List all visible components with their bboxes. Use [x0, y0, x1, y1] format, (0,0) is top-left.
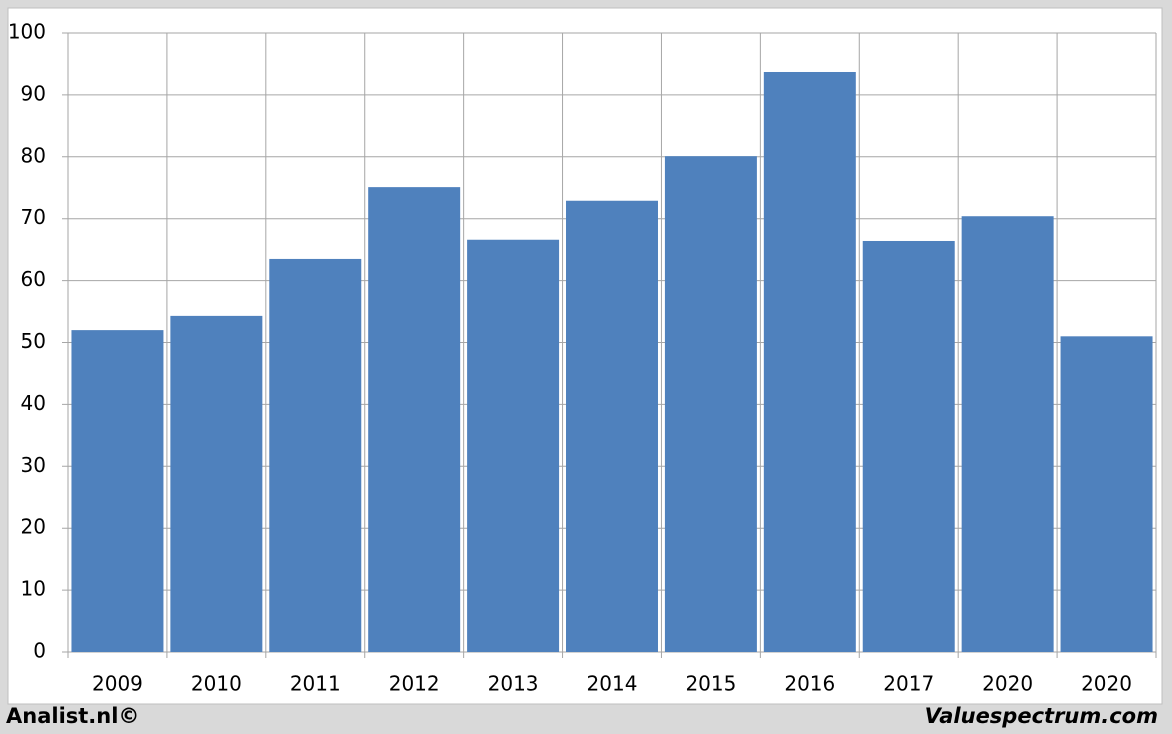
x-tick-label: 2012 [389, 672, 440, 696]
x-tick-label: 2011 [290, 672, 341, 696]
x-tick-label: 2020 [1081, 672, 1132, 696]
x-tick-label: 2015 [685, 672, 736, 696]
x-tick-label: 2013 [488, 672, 539, 696]
bar [1060, 336, 1153, 652]
bar [664, 156, 757, 652]
x-tick-label: 2009 [92, 672, 143, 696]
y-tick-label: 80 [21, 143, 46, 167]
y-tick-label: 70 [21, 205, 46, 229]
y-tick-label: 90 [21, 81, 46, 105]
bar [71, 330, 164, 652]
footer-left: Analist.nl© [6, 704, 139, 728]
bar [467, 239, 560, 652]
footer-right: Valuespectrum.com [925, 704, 1158, 728]
y-tick-label: 50 [21, 329, 46, 353]
y-tick-label: 100 [8, 20, 46, 44]
y-tick-label: 10 [21, 577, 46, 601]
bar [368, 187, 461, 653]
x-tick-label: 2014 [587, 672, 638, 696]
y-tick-label: 30 [21, 453, 46, 477]
x-tick-label: 2020 [982, 672, 1033, 696]
bar [269, 258, 362, 652]
bar [763, 71, 856, 652]
bar [566, 200, 658, 652]
x-tick-label: 2016 [784, 672, 835, 696]
y-tick-label: 20 [21, 515, 46, 539]
x-tick-label: 2010 [191, 672, 242, 696]
bar [961, 216, 1054, 652]
y-tick-label: 40 [21, 391, 46, 415]
y-tick-label: 60 [21, 267, 46, 291]
bar [862, 240, 955, 652]
bar [170, 315, 263, 652]
y-tick-label: 0 [33, 639, 46, 663]
x-tick-label: 2017 [883, 672, 934, 696]
